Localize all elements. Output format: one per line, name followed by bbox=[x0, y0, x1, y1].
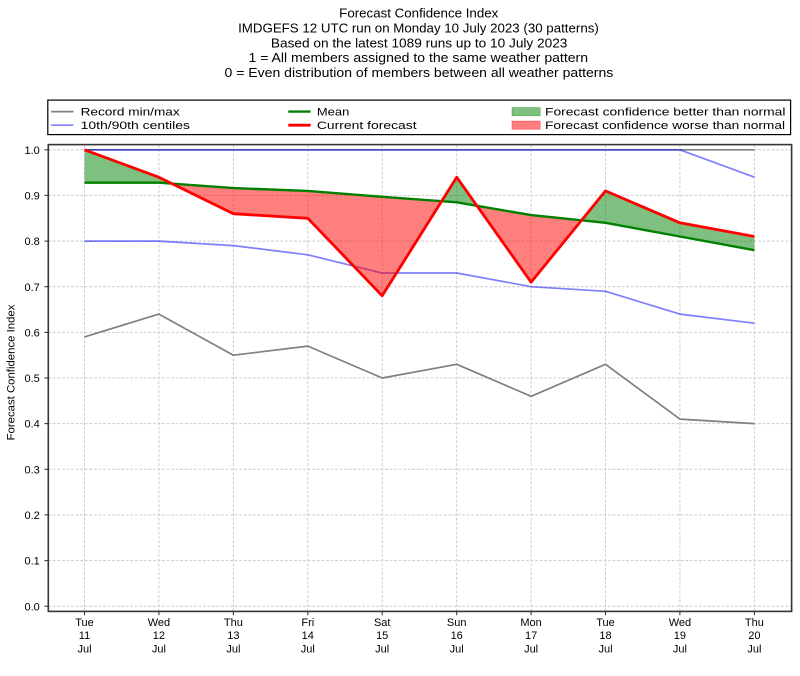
svg-text:20: 20 bbox=[748, 630, 760, 642]
svg-text:Thu: Thu bbox=[745, 617, 764, 629]
svg-text:0.8: 0.8 bbox=[25, 236, 40, 248]
svg-text:0.2: 0.2 bbox=[25, 510, 40, 522]
svg-text:0.0: 0.0 bbox=[25, 601, 40, 613]
svg-text:Sat: Sat bbox=[374, 617, 391, 629]
svg-text:Wed: Wed bbox=[148, 617, 170, 629]
svg-text:10th/90th centiles: 10th/90th centiles bbox=[81, 120, 191, 132]
svg-text:17: 17 bbox=[525, 630, 537, 642]
svg-text:0.7: 0.7 bbox=[25, 282, 40, 294]
svg-text:11: 11 bbox=[79, 630, 90, 642]
svg-text:0.1: 0.1 bbox=[25, 556, 40, 568]
svg-text:Jul: Jul bbox=[450, 643, 464, 655]
svg-text:Jul: Jul bbox=[77, 643, 91, 655]
svg-text:Jul: Jul bbox=[226, 643, 240, 655]
svg-text:Jul: Jul bbox=[152, 643, 166, 655]
svg-text:Jul: Jul bbox=[747, 643, 761, 655]
svg-text:IMDGEFS 12 UTC run on Monday 1: IMDGEFS 12 UTC run on Monday 10 July 202… bbox=[238, 20, 599, 35]
svg-text:Fri: Fri bbox=[301, 617, 314, 629]
svg-text:16: 16 bbox=[451, 630, 463, 642]
svg-text:1 = All members assigned to th: 1 = All members assigned to the same wea… bbox=[249, 50, 589, 65]
svg-text:Current forecast: Current forecast bbox=[317, 120, 418, 132]
svg-text:0.6: 0.6 bbox=[25, 328, 40, 340]
svg-text:Mon: Mon bbox=[520, 617, 541, 629]
svg-text:Jul: Jul bbox=[673, 643, 687, 655]
svg-text:19: 19 bbox=[674, 630, 686, 642]
svg-text:Tue: Tue bbox=[75, 617, 94, 629]
svg-text:Record min/max: Record min/max bbox=[81, 107, 181, 119]
svg-text:Jul: Jul bbox=[598, 643, 612, 655]
svg-text:Jul: Jul bbox=[301, 643, 315, 655]
svg-text:Jul: Jul bbox=[375, 643, 389, 655]
svg-text:15: 15 bbox=[376, 630, 388, 642]
svg-text:Forecast Confidence Index: Forecast Confidence Index bbox=[339, 6, 499, 21]
svg-text:12: 12 bbox=[153, 630, 165, 642]
svg-text:13: 13 bbox=[227, 630, 239, 642]
svg-text:Wed: Wed bbox=[669, 617, 691, 629]
svg-text:Jul: Jul bbox=[524, 643, 538, 655]
svg-text:Forecast confidence better tha: Forecast confidence better than normal bbox=[545, 107, 785, 119]
svg-text:14: 14 bbox=[302, 630, 314, 642]
svg-text:Tue: Tue bbox=[596, 617, 615, 629]
svg-text:0.3: 0.3 bbox=[25, 464, 40, 476]
svg-text:0.5: 0.5 bbox=[25, 373, 40, 385]
svg-text:Forecast Confidence Index: Forecast Confidence Index bbox=[6, 304, 18, 440]
svg-text:Thu: Thu bbox=[224, 617, 243, 629]
svg-text:0.9: 0.9 bbox=[25, 191, 40, 203]
svg-text:18: 18 bbox=[599, 630, 611, 642]
svg-text:0 = Even distribution of membe: 0 = Even distribution of members between… bbox=[225, 65, 614, 80]
svg-text:Mean: Mean bbox=[317, 107, 349, 119]
svg-text:1.0: 1.0 bbox=[25, 145, 40, 157]
svg-text:0.4: 0.4 bbox=[25, 419, 40, 431]
svg-text:Forecast confidence worse than: Forecast confidence worse than normal bbox=[545, 120, 785, 132]
svg-text:Based on the latest 1089 runs: Based on the latest 1089 runs up to 10 J… bbox=[271, 35, 568, 50]
svg-text:Sun: Sun bbox=[447, 617, 467, 629]
